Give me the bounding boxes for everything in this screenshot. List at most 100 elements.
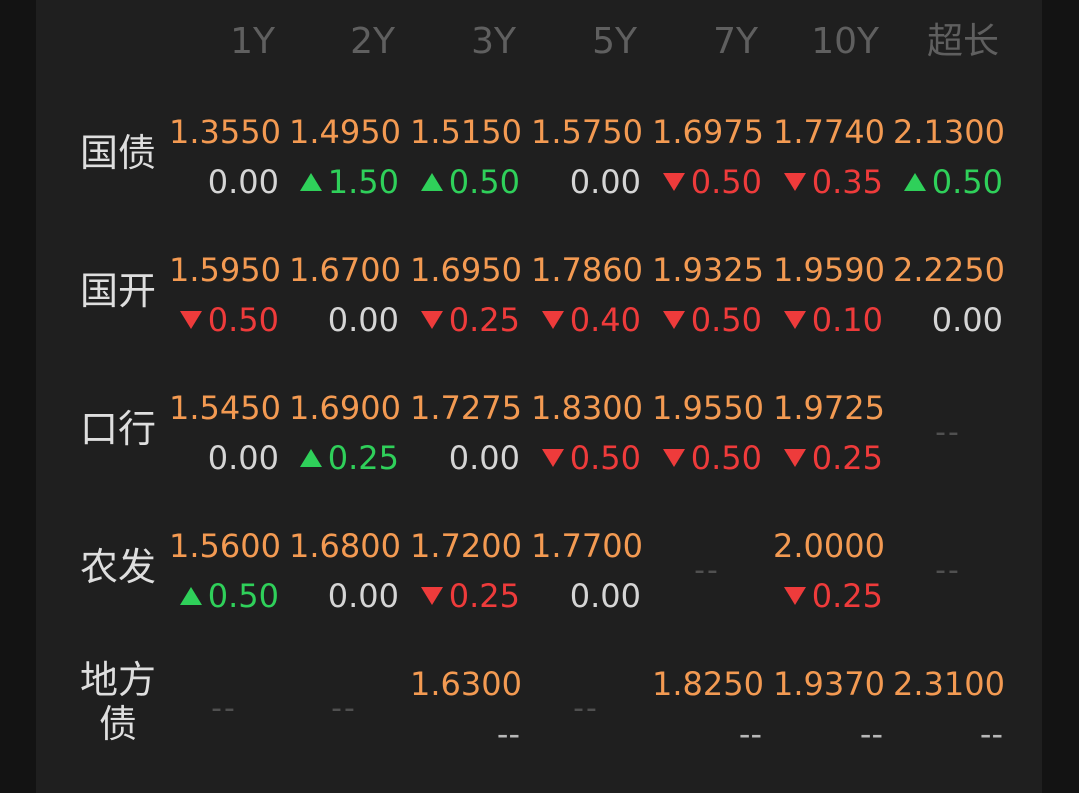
yield-change: 0.40: [531, 300, 641, 340]
yield-cell[interactable]: 1.5750 0.00: [531, 112, 641, 202]
yield-rate: 1.7200: [410, 527, 520, 565]
yield-change-value: --: [859, 715, 883, 753]
yield-change-value: 0.25: [811, 439, 883, 477]
yield-cell[interactable]: 1.7740 0.35: [773, 112, 883, 202]
yield-cell[interactable]: 1.6975 0.50: [652, 112, 762, 202]
yield-change: 0.50: [893, 162, 1003, 202]
yield-change: 0.00: [169, 162, 279, 202]
column-header-6[interactable]: 10Y: [811, 21, 879, 62]
yield-change-value: 0.50: [690, 163, 762, 201]
yield-cell[interactable]: 1.6300 --: [410, 664, 520, 754]
yield-rate: 1.5150: [410, 113, 520, 151]
column-header-2[interactable]: 2Y: [350, 21, 395, 62]
yield-change-value: 0.00: [327, 577, 399, 615]
yield-cell[interactable]: 1.6950 0.25: [410, 250, 520, 340]
yield-rate: 1.8300: [531, 389, 641, 427]
yield-cell[interactable]: 1.7700 0.00: [531, 526, 641, 616]
yield-cell[interactable]: 1.7275 0.00: [410, 388, 520, 478]
yield-cell[interactable]: 1.9590 0.10: [773, 250, 883, 340]
yield-cell[interactable]: 1.6800 0.00: [289, 526, 399, 616]
triangle-down-icon: [662, 311, 685, 329]
yield-change-value: 0.50: [690, 301, 762, 339]
yield-change: 0.25: [773, 576, 883, 616]
yield-cell[interactable]: 1.5950 0.50: [169, 250, 279, 340]
yield-cell[interactable]: 2.2250 0.00: [893, 250, 1003, 340]
yield-change-value: 0.25: [811, 577, 883, 615]
column-header-5[interactable]: 7Y: [713, 21, 758, 62]
yield-change-value: 0.10: [811, 301, 883, 339]
yield-cell[interactable]: 2.3100 --: [893, 664, 1003, 754]
yield-rate: 2.1300: [893, 113, 1003, 151]
yield-change: 0.50: [169, 576, 279, 616]
row-label[interactable]: 地方债: [76, 658, 160, 746]
triangle-down-icon: [662, 449, 685, 467]
triangle-down-icon: [420, 587, 443, 605]
yield-cell[interactable]: 1.9550 0.50: [652, 388, 762, 478]
yield-change: 0.50: [169, 300, 279, 340]
yield-rate: 1.6975: [652, 113, 762, 151]
yield-change: 0.00: [169, 438, 279, 478]
yield-rate: 1.9325: [652, 251, 762, 289]
yield-rate: 2.0000: [773, 527, 883, 565]
yield-change: 0.25: [773, 438, 883, 478]
yield-cell[interactable]: 1.8300 0.50: [531, 388, 641, 478]
triangle-up-icon: [420, 173, 443, 191]
column-header-3[interactable]: 3Y: [471, 21, 516, 62]
yield-cell[interactable]: 1.6900 0.25: [289, 388, 399, 478]
triangle-up-icon: [179, 587, 202, 605]
yield-change: --: [773, 714, 883, 754]
yield-rate: 2.2250: [893, 251, 1003, 289]
yield-rate: 2.3100: [893, 665, 1003, 703]
yield-change: --: [652, 714, 762, 754]
yield-change-value: 1.50: [327, 163, 399, 201]
empty-cell-placeholder: --: [935, 415, 961, 450]
yield-cell[interactable]: 1.5150 0.50: [410, 112, 520, 202]
yield-change: --: [410, 714, 520, 754]
yield-cell[interactable]: 1.9370 --: [773, 664, 883, 754]
yield-cell[interactable]: 2.1300 0.50: [893, 112, 1003, 202]
yield-change: 0.50: [531, 438, 641, 478]
yield-change-value: 0.50: [207, 301, 279, 339]
yield-rate: 1.9725: [773, 389, 883, 427]
yield-rate: 1.6800: [289, 527, 399, 565]
yield-change-value: --: [979, 715, 1003, 753]
yield-rate: 1.3550: [169, 113, 279, 151]
yield-change: 0.00: [531, 162, 641, 202]
column-header-4[interactable]: 5Y: [592, 21, 637, 62]
yield-change-value: 0.50: [569, 439, 641, 477]
column-header-1[interactable]: 1Y: [230, 21, 275, 62]
yield-change: 0.00: [410, 438, 520, 478]
yield-cell[interactable]: 1.7200 0.25: [410, 526, 520, 616]
row-label[interactable]: 国债: [79, 131, 156, 175]
triangle-up-icon: [299, 449, 322, 467]
row-label[interactable]: 口行: [79, 407, 156, 451]
yield-change-value: 0.35: [811, 163, 883, 201]
empty-cell-placeholder: --: [573, 691, 599, 726]
empty-cell-placeholder: --: [331, 691, 357, 726]
yield-cell[interactable]: 1.9325 0.50: [652, 250, 762, 340]
yield-cell[interactable]: 1.9725 0.25: [773, 388, 883, 478]
yield-cell[interactable]: 1.6700 0.00: [289, 250, 399, 340]
yield-change: 0.35: [773, 162, 883, 202]
yield-cell[interactable]: 1.4950 1.50: [289, 112, 399, 202]
yield-change-value: 0.25: [327, 439, 399, 477]
yield-change: 0.25: [410, 576, 520, 616]
yield-change-value: 0.50: [690, 439, 762, 477]
row-label[interactable]: 国开: [79, 269, 156, 313]
yield-rate: 1.6300: [410, 665, 520, 703]
yield-cell[interactable]: 2.0000 0.25: [773, 526, 883, 616]
yield-cell[interactable]: 1.3550 0.00: [169, 112, 279, 202]
yield-cell[interactable]: 1.8250 --: [652, 664, 762, 754]
yield-change: 0.50: [652, 438, 762, 478]
column-header-7[interactable]: 超长: [926, 21, 999, 62]
yield-change: 0.50: [652, 162, 762, 202]
yield-change-value: 0.00: [569, 163, 641, 201]
row-label[interactable]: 农发: [79, 545, 156, 589]
yield-cell[interactable]: 1.7860 0.40: [531, 250, 641, 340]
yield-cell[interactable]: 1.5450 0.00: [169, 388, 279, 478]
yield-cell[interactable]: 1.5600 0.50: [169, 526, 279, 616]
yield-change-value: 0.00: [207, 439, 279, 477]
yield-rate: 1.6900: [289, 389, 399, 427]
yield-rate: 1.4950: [289, 113, 399, 151]
yield-change-value: 0.00: [327, 301, 399, 339]
